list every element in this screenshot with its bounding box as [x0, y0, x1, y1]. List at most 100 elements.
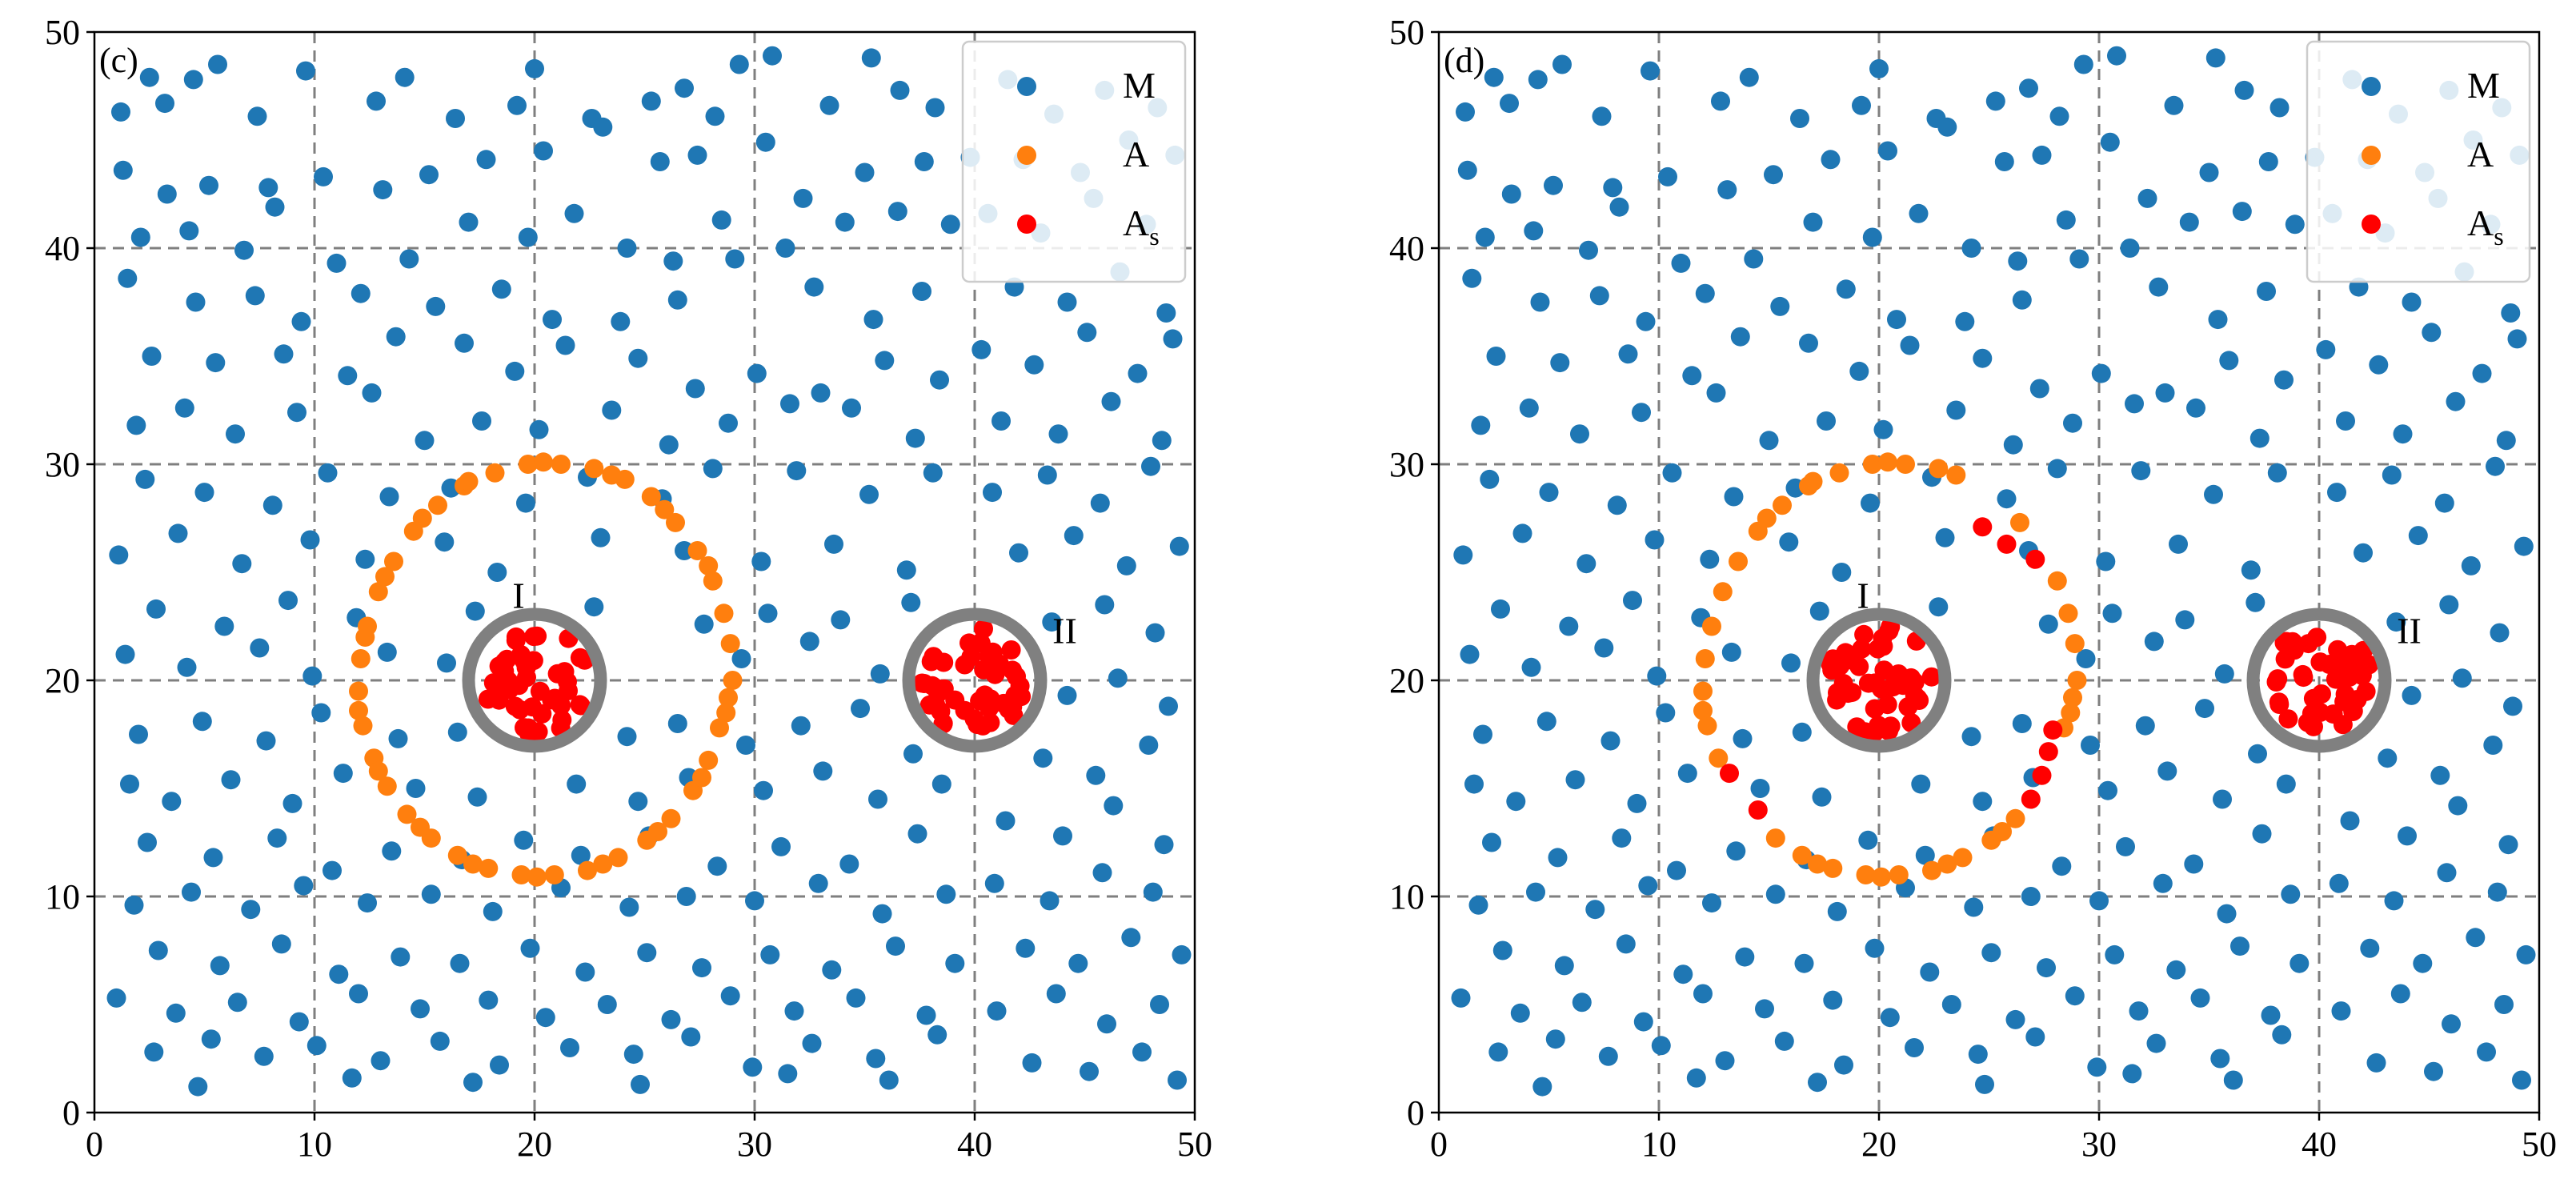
data-point-m	[2402, 292, 2422, 312]
data-point-m	[1057, 292, 1077, 312]
data-point-m	[1662, 463, 1682, 483]
data-point-m	[931, 774, 951, 794]
data-point-m	[667, 290, 687, 310]
data-point-m	[743, 1057, 763, 1077]
legend-marker	[2362, 146, 2381, 165]
data-point-m	[2232, 202, 2252, 222]
data-point-m	[168, 523, 188, 543]
data-point-m	[2393, 424, 2413, 444]
data-point-m	[2434, 493, 2454, 513]
data-point-m	[591, 527, 611, 547]
data-point-m	[901, 592, 921, 612]
data-point-m	[250, 638, 270, 658]
data-point-a	[1773, 495, 1792, 515]
data-point-m	[1700, 549, 1720, 569]
data-point-m	[1033, 748, 1053, 768]
data-point-m	[254, 1046, 274, 1066]
data-point-m	[842, 398, 861, 418]
data-point-m	[135, 469, 155, 489]
data-point-m	[685, 379, 705, 399]
data-point-a	[351, 649, 371, 668]
data-point-m	[2169, 534, 2188, 554]
data-point-m	[1686, 1068, 1706, 1088]
data-point-m	[1744, 249, 1764, 269]
data-point-m	[1512, 523, 1532, 543]
data-point-m	[1539, 483, 1559, 503]
data-point-m	[1492, 940, 1512, 960]
data-point-m	[1172, 944, 1192, 964]
data-point-m	[2116, 836, 2135, 856]
data-point-m	[186, 292, 206, 312]
data-point-a	[687, 541, 707, 560]
data-point-m	[2230, 936, 2249, 956]
data-point-m	[2354, 543, 2373, 563]
data-point-m	[227, 992, 247, 1013]
y-tick-label: 30	[45, 445, 80, 484]
data-point-m	[771, 836, 791, 856]
data-point-m	[214, 616, 234, 636]
data-point-a	[714, 604, 734, 624]
data-point-m	[1486, 347, 1506, 366]
data-point-m	[905, 428, 925, 448]
data-point-a	[384, 551, 403, 571]
data-point-m	[144, 1042, 164, 1062]
data-point-m	[793, 188, 813, 208]
data-point-m	[1042, 612, 1062, 632]
data-point-a	[699, 555, 719, 575]
data-point-m	[2164, 95, 2184, 115]
data-point-m	[575, 962, 595, 982]
data-point-a	[368, 582, 388, 602]
data-point-a	[411, 817, 430, 837]
x-tick-label: 10	[1641, 1125, 1677, 1164]
data-point-a	[1765, 828, 1785, 848]
data-point-m	[758, 604, 778, 624]
data-point-m	[1471, 415, 1491, 435]
data-point-m	[611, 311, 631, 331]
data-point-m	[1532, 1077, 1552, 1097]
data-point-m	[2430, 765, 2450, 785]
data-point-a	[527, 867, 547, 887]
data-point-m	[2100, 132, 2120, 152]
data-point-a	[463, 854, 483, 874]
data-point-m	[2087, 1057, 2107, 1077]
data-point-m	[505, 361, 525, 381]
panel-label: (d)	[1444, 41, 1484, 80]
data-point-a	[479, 858, 499, 878]
data-point-m	[1693, 984, 1713, 1004]
data-point-a	[692, 768, 711, 788]
data-point-m	[2012, 290, 2032, 310]
data-point-m	[694, 614, 714, 634]
y-tick-label: 20	[45, 661, 80, 700]
data-point-m	[2446, 391, 2466, 411]
x-tick-label: 20	[517, 1125, 552, 1164]
data-point-m	[1482, 832, 1501, 852]
data-point-m	[755, 132, 775, 152]
data-point-m	[314, 166, 333, 186]
data-point-m	[1994, 152, 2014, 171]
data-point-m	[139, 67, 159, 87]
data-point-m	[2498, 835, 2518, 855]
data-point-m	[1141, 456, 1160, 476]
legend-marker	[1017, 77, 1036, 96]
data-point-m	[1852, 95, 1871, 115]
data-point-m	[650, 152, 670, 171]
data-point-as	[1883, 677, 1903, 697]
data-point-m	[459, 212, 479, 232]
data-point-m	[520, 938, 540, 958]
data-point-m	[1961, 239, 1981, 258]
data-point-m	[1090, 493, 1110, 513]
data-point-m	[349, 984, 368, 1004]
data-point-m	[819, 95, 839, 115]
data-point-m	[711, 210, 731, 230]
data-point-m	[1975, 1074, 1994, 1094]
data-point-m	[872, 904, 892, 924]
data-point-m	[1607, 495, 1627, 515]
data-point-m	[1475, 227, 1495, 247]
data-point-m	[2131, 461, 2151, 481]
x-tick-label: 50	[2522, 1125, 2557, 1164]
x-tick-label: 40	[2302, 1125, 2337, 1164]
data-point-a	[355, 628, 375, 647]
data-point-m	[2091, 363, 2111, 383]
data-point-m	[2276, 774, 2296, 794]
data-point-m	[663, 251, 683, 271]
